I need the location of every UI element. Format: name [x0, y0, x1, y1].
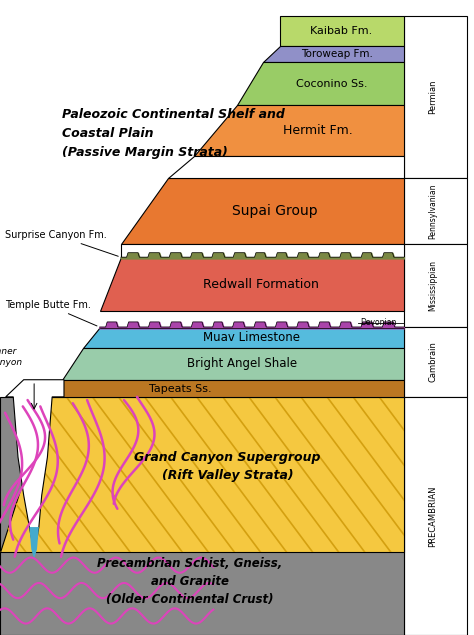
Text: Inner
Canyon: Inner Canyon	[0, 347, 23, 366]
Text: Mississippian: Mississippian	[428, 260, 438, 311]
Text: Precambrian Schist, Gneiss,
and Granite
(Older Continental Crust): Precambrian Schist, Gneiss, and Granite …	[97, 556, 282, 606]
Polygon shape	[280, 16, 404, 46]
Polygon shape	[62, 348, 404, 380]
Bar	[404, 327, 467, 397]
Polygon shape	[0, 397, 404, 552]
Text: Pennsylvanian: Pennsylvanian	[428, 184, 438, 239]
Text: Supai Group: Supai Group	[232, 204, 318, 218]
Polygon shape	[50, 380, 404, 397]
Polygon shape	[121, 244, 404, 257]
Text: Temple Butte Fm.: Temple Butte Fm.	[5, 300, 97, 326]
Polygon shape	[263, 46, 404, 62]
Text: Toroweap Fm.: Toroweap Fm.	[301, 49, 373, 59]
Text: PRECAMBRIAN: PRECAMBRIAN	[428, 485, 438, 547]
Polygon shape	[237, 62, 404, 105]
Text: Bright Angel Shale: Bright Angel Shale	[187, 358, 297, 370]
Polygon shape	[6, 380, 64, 552]
Text: Grand Canyon Supergroup
(Rift Valley Strata): Grand Canyon Supergroup (Rift Valley Str…	[134, 451, 321, 482]
Text: Permian: Permian	[428, 79, 438, 114]
Text: Coconino Ss.: Coconino Ss.	[296, 79, 367, 89]
Polygon shape	[100, 257, 404, 311]
Bar	[404, 16, 467, 178]
Text: Paleozoic Continental Shelf and
Coastal Plain
(Passive Margin Strata): Paleozoic Continental Shelf and Coastal …	[62, 108, 284, 159]
Text: Muav Limestone: Muav Limestone	[203, 331, 300, 344]
Bar	[404, 178, 467, 244]
Bar	[404, 397, 467, 635]
Polygon shape	[0, 397, 404, 635]
Text: Devonian: Devonian	[360, 318, 397, 327]
Polygon shape	[29, 527, 39, 559]
Polygon shape	[121, 178, 404, 244]
Text: Hermit Fm.: Hermit Fm.	[283, 124, 353, 137]
Text: Kaibab Fm.: Kaibab Fm.	[310, 26, 373, 36]
Bar	[404, 244, 467, 327]
Polygon shape	[168, 156, 404, 178]
Text: Tapeats Ss.: Tapeats Ss.	[149, 384, 211, 394]
Text: Cambrain: Cambrain	[428, 342, 438, 382]
Polygon shape	[194, 105, 404, 156]
Text: Redwall Formation: Redwall Formation	[203, 278, 319, 291]
Polygon shape	[83, 327, 404, 348]
Text: Surprise Canyon Fm.: Surprise Canyon Fm.	[5, 230, 118, 257]
